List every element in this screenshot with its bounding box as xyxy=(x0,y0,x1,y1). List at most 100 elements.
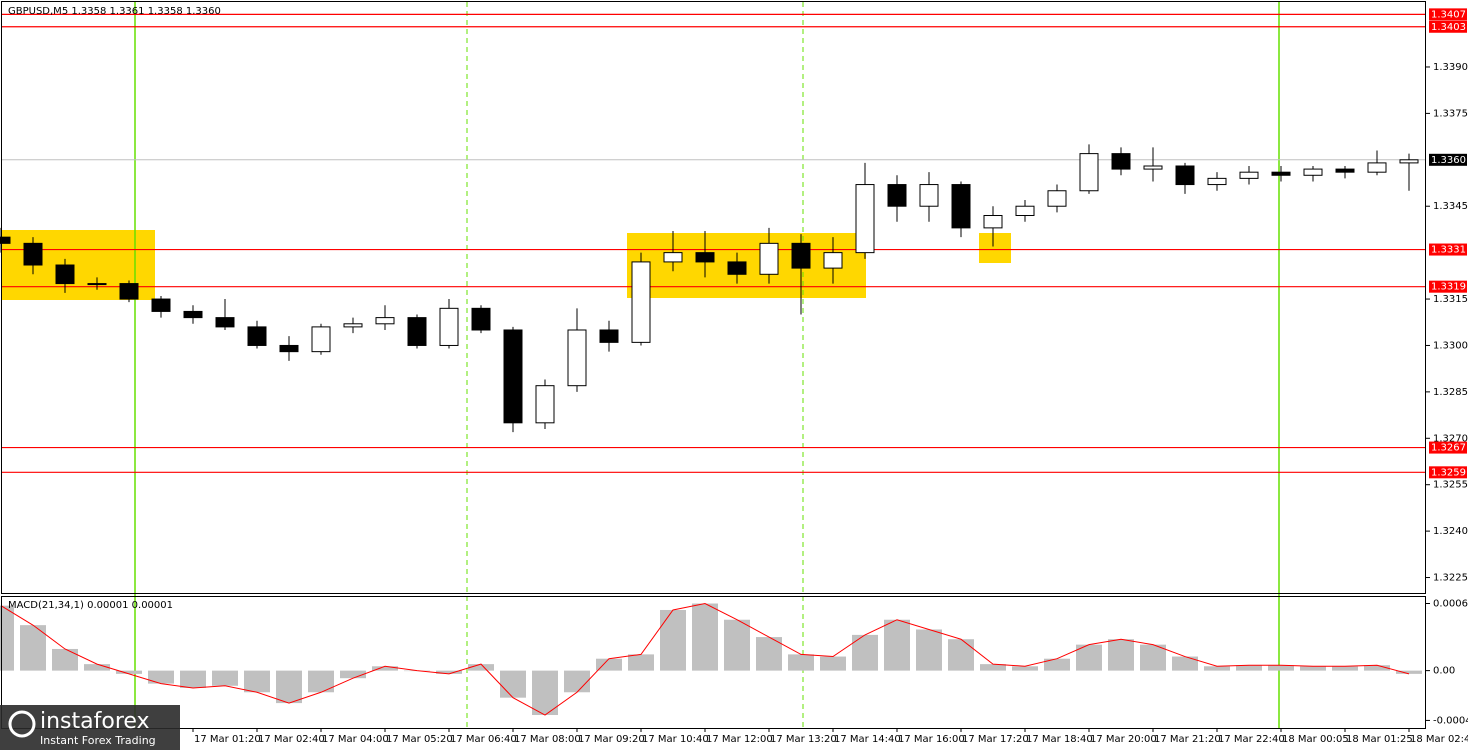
macd-bar xyxy=(596,658,622,671)
candle-body xyxy=(823,252,843,269)
candle-body xyxy=(535,385,555,424)
macd-bar xyxy=(1236,665,1262,671)
macd-bar xyxy=(1204,666,1230,671)
y-tick-label: 1.3285 xyxy=(1433,387,1468,398)
y-tick-label: 1.3375 xyxy=(1433,108,1468,119)
level-label: 1.3331 xyxy=(1431,245,1466,256)
macd-bar xyxy=(500,670,526,698)
candle-body xyxy=(343,323,363,328)
logo-box xyxy=(0,705,180,750)
level-badge xyxy=(1429,20,1467,33)
macd-bar xyxy=(852,634,878,671)
level-label: 1.3403 xyxy=(1431,22,1466,33)
y-tick-label: 1.3225 xyxy=(1433,573,1468,584)
macd-bar xyxy=(1364,665,1390,671)
candle-body xyxy=(1335,168,1355,173)
x-tick-label: 17 Mar 16:00 xyxy=(898,734,965,745)
candle-body xyxy=(407,317,427,346)
logo-icon xyxy=(8,710,36,738)
candle-body xyxy=(631,261,651,343)
macd-bar xyxy=(84,664,110,671)
macd-bar xyxy=(340,670,366,679)
macd-bar xyxy=(1044,658,1070,671)
x-tick-label: 17 Mar 21:20 xyxy=(1154,734,1221,745)
candle-body xyxy=(183,310,203,319)
candle-body xyxy=(567,329,587,387)
macd-bar xyxy=(660,609,686,671)
candle-body xyxy=(439,307,459,346)
macd-line xyxy=(0,602,1410,716)
macd-bar xyxy=(436,670,462,674)
macd-bar xyxy=(564,670,590,693)
x-tick-label: 17 Mar 10:40 xyxy=(642,734,709,745)
x-tick-label: 17 Mar 17:20 xyxy=(962,734,1029,745)
candle-body xyxy=(599,329,619,343)
candle-body xyxy=(1271,171,1291,176)
candle-body xyxy=(1175,165,1195,186)
y-tick-label: 1.3300 xyxy=(1433,340,1468,351)
level-label: 1.3319 xyxy=(1431,282,1466,293)
candle-body xyxy=(887,184,907,207)
candle-body xyxy=(87,283,107,286)
candle-body xyxy=(1399,159,1419,164)
level-badge xyxy=(1429,466,1467,479)
x-tick-label: 17 Mar 13:20 xyxy=(770,734,837,745)
macd-frame xyxy=(1,596,1426,729)
macd-bar xyxy=(116,670,142,674)
candle-body xyxy=(983,215,1003,229)
candle-body xyxy=(151,298,171,312)
candle-body xyxy=(311,326,331,353)
zone xyxy=(979,233,1011,263)
macd-bar xyxy=(1268,665,1294,671)
y-tick-label: 1.3315 xyxy=(1433,294,1468,305)
macd-bar xyxy=(628,654,654,671)
candle-body xyxy=(247,326,267,346)
level-badge xyxy=(1429,243,1467,256)
y-tick-label: 0.00 xyxy=(1433,666,1455,677)
x-tick-label: 17 Mar 05:20 xyxy=(386,734,453,745)
candle-body xyxy=(375,317,395,325)
macd-bar xyxy=(1396,670,1422,674)
candle-body xyxy=(1143,165,1163,170)
candle-body xyxy=(759,242,779,275)
macd-bar xyxy=(1332,666,1358,671)
candle-body xyxy=(119,283,139,300)
candle-body xyxy=(791,242,811,269)
y-tick-label: 1.3345 xyxy=(1433,201,1468,212)
last-price-badge xyxy=(1429,153,1467,166)
macd-bar xyxy=(52,648,78,671)
x-tick-label: 18 Mar 00:05 xyxy=(1282,734,1349,745)
candle-body xyxy=(55,264,75,285)
indicator-title: MACD(21,34,1) 0.00001 0.00001 xyxy=(8,600,173,611)
macd-bar xyxy=(532,670,558,716)
macd-bar xyxy=(0,605,14,671)
level-badge xyxy=(1429,441,1467,454)
macd-bar xyxy=(916,629,942,671)
candle-body xyxy=(855,184,875,254)
x-tick-label: 17 Mar 08:00 xyxy=(514,734,581,745)
y-tick-label: -0.00046 xyxy=(1433,715,1468,726)
candle-body xyxy=(727,261,747,275)
macd-bar xyxy=(692,603,718,671)
x-tick-label: 17 Mar 14:40 xyxy=(834,734,901,745)
macd-bar xyxy=(1300,666,1326,671)
macd-bar xyxy=(308,670,334,693)
x-tick-label: 18 Mar 02:45 xyxy=(1410,734,1468,745)
x-tick-label: 17 Mar 22:40 xyxy=(1218,734,1285,745)
last-price-label: 1.3360 xyxy=(1431,155,1466,166)
y-tick-label: 0.00062 xyxy=(1433,598,1468,609)
macd-bar xyxy=(468,664,494,671)
plot: 1.3390 1.3375 1.3345 1.3315 1.3300 1.3285 1.32… xyxy=(0,8,1468,745)
macd-bar xyxy=(244,670,270,693)
macd-bar xyxy=(724,619,750,671)
logo-name: instaforex xyxy=(40,709,150,734)
level-label: 1.3407 xyxy=(1431,9,1466,20)
y-tick-label: 1.3240 xyxy=(1433,526,1468,537)
candle-body xyxy=(215,317,235,328)
x-tick-label: 17 Mar 04:00 xyxy=(322,734,389,745)
level-badge xyxy=(1429,8,1467,21)
macd-bar xyxy=(788,654,814,671)
macd-bar xyxy=(1108,639,1134,671)
candle-body xyxy=(279,344,299,353)
